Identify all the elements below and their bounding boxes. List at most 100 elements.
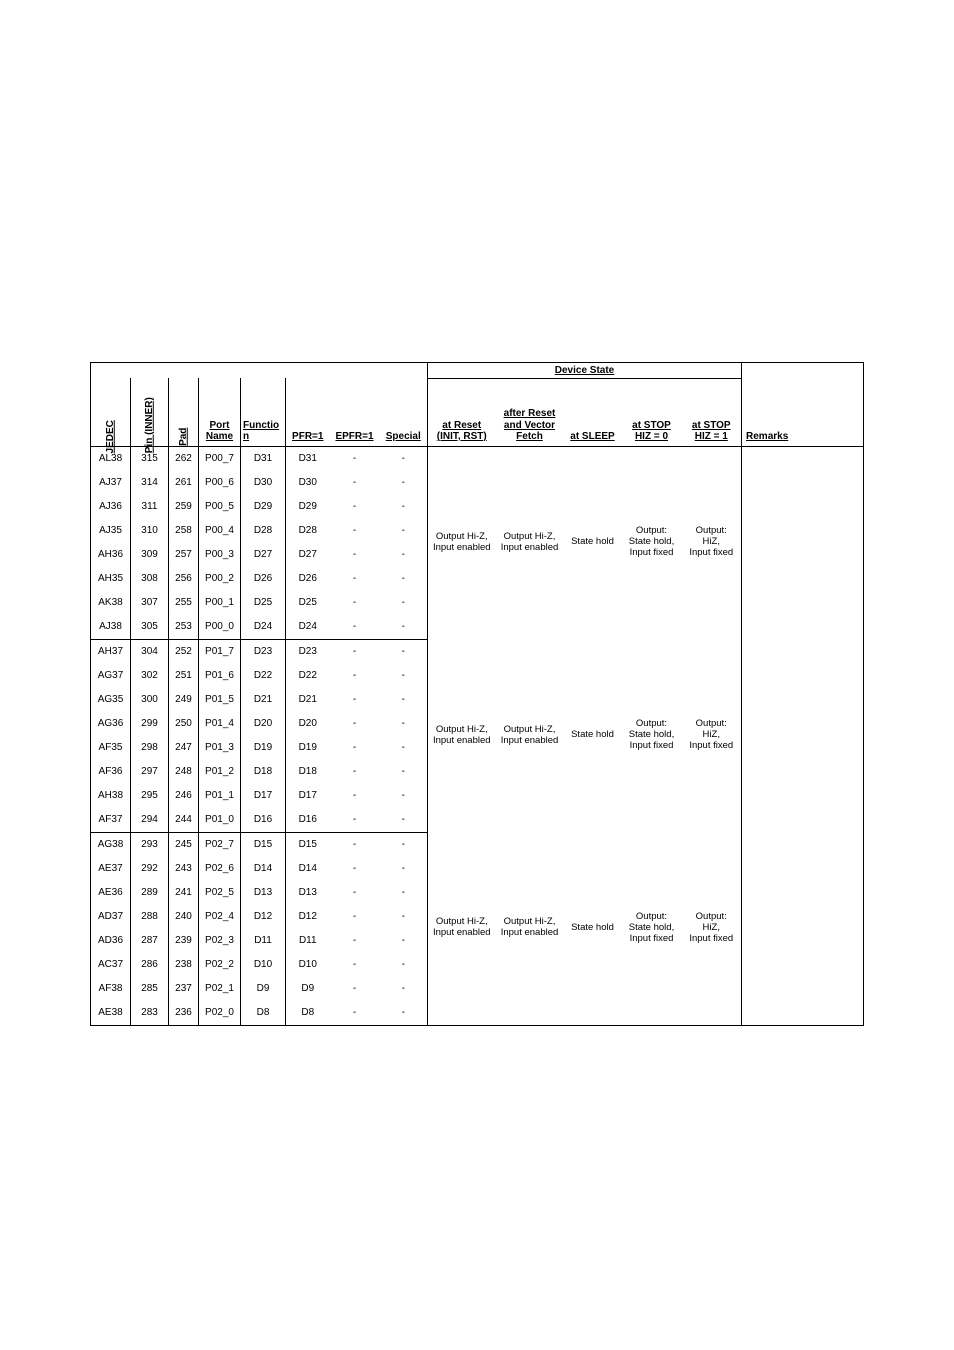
cell-pfr: D15 [286, 832, 330, 857]
cell-pad: 249 [169, 688, 199, 712]
cell-port-name: P00_3 [199, 543, 241, 567]
cell-pad: 250 [169, 712, 199, 736]
cell-after-reset: Output Hi-Z,Input enabled [496, 832, 564, 1025]
cell-pfr: D28 [286, 519, 330, 543]
cell-pin-inner: 298 [131, 736, 169, 760]
header-device-state: Device State [428, 363, 742, 379]
cell-special: - [380, 567, 428, 591]
cell-epfr: - [330, 832, 380, 857]
cell-pad: 239 [169, 929, 199, 953]
cell-epfr: - [330, 881, 380, 905]
cell-port-name: P02_6 [199, 857, 241, 881]
cell-pin-inner: 308 [131, 567, 169, 591]
cell-function: D25 [241, 591, 286, 615]
cell-special: - [380, 615, 428, 640]
cell-function: D17 [241, 784, 286, 808]
cell-pfr: D11 [286, 929, 330, 953]
cell-at-stop1: Output:HiZ,Input fixed [682, 639, 742, 832]
cell-jedec: AG37 [91, 664, 131, 688]
cell-pin-inner: 295 [131, 784, 169, 808]
cell-function: D12 [241, 905, 286, 929]
header-pin-inner: Pin (INNER) [131, 378, 169, 446]
cell-pfr: D14 [286, 857, 330, 881]
cell-epfr: - [330, 495, 380, 519]
cell-port-name: P00_5 [199, 495, 241, 519]
cell-jedec: AJ38 [91, 615, 131, 640]
table-row: AG38293245P02_7D15D15--Output Hi-Z,Input… [91, 832, 864, 857]
cell-epfr: - [330, 977, 380, 1001]
cell-epfr: - [330, 688, 380, 712]
header-special: Special [380, 378, 428, 446]
cell-special: - [380, 929, 428, 953]
cell-pin-inner: 305 [131, 615, 169, 640]
cell-jedec: AE37 [91, 857, 131, 881]
cell-port-name: P02_7 [199, 832, 241, 857]
cell-pin-inner: 285 [131, 977, 169, 1001]
cell-pin-inner: 283 [131, 1001, 169, 1026]
cell-epfr: - [330, 615, 380, 640]
cell-pad: 243 [169, 857, 199, 881]
cell-special: - [380, 712, 428, 736]
cell-epfr: - [330, 519, 380, 543]
table-row: AH37304252P01_7D23D23--Output Hi-Z,Input… [91, 639, 864, 664]
header-jedec: JEDEC [91, 378, 131, 446]
cell-jedec: AF38 [91, 977, 131, 1001]
cell-pad: 252 [169, 639, 199, 664]
cell-epfr: - [330, 953, 380, 977]
cell-pad: 240 [169, 905, 199, 929]
cell-port-name: P02_5 [199, 881, 241, 905]
cell-pfr: D13 [286, 881, 330, 905]
cell-special: - [380, 977, 428, 1001]
cell-at-sleep: State hold [564, 832, 622, 1025]
cell-at-stop1: Output:HiZ,Input fixed [682, 832, 742, 1025]
cell-at-sleep: State hold [564, 446, 622, 639]
cell-epfr: - [330, 712, 380, 736]
cell-pin-inner: 294 [131, 808, 169, 833]
cell-pfr: D27 [286, 543, 330, 567]
cell-pin-inner: 286 [131, 953, 169, 977]
cell-function: D21 [241, 688, 286, 712]
header-after-reset: after Resetand VectorFetch [496, 378, 564, 446]
cell-function: D9 [241, 977, 286, 1001]
cell-epfr: - [330, 1001, 380, 1026]
cell-function: D31 [241, 446, 286, 471]
cell-epfr: - [330, 567, 380, 591]
cell-pad: 241 [169, 881, 199, 905]
cell-jedec: AE36 [91, 881, 131, 905]
cell-special: - [380, 760, 428, 784]
cell-port-name: P01_0 [199, 808, 241, 833]
header-port-name: PortName [199, 378, 241, 446]
cell-function: D28 [241, 519, 286, 543]
cell-jedec: AG36 [91, 712, 131, 736]
cell-function: D11 [241, 929, 286, 953]
header-at-stop0: at STOPHIZ = 0 [622, 378, 682, 446]
header-pad: Pad [169, 378, 199, 446]
cell-epfr: - [330, 664, 380, 688]
cell-function: D20 [241, 712, 286, 736]
cell-port-name: P01_2 [199, 760, 241, 784]
cell-pad: 244 [169, 808, 199, 833]
cell-port-name: P01_5 [199, 688, 241, 712]
cell-epfr: - [330, 784, 380, 808]
cell-function: D24 [241, 615, 286, 640]
cell-port-name: P02_4 [199, 905, 241, 929]
cell-pad: 255 [169, 591, 199, 615]
cell-function: D15 [241, 832, 286, 857]
cell-function: D30 [241, 471, 286, 495]
pin-table: Device State JEDEC Pin (INNER) Pad PortN… [90, 362, 864, 1026]
cell-pfr: D10 [286, 953, 330, 977]
cell-port-name: P01_4 [199, 712, 241, 736]
cell-at-sleep: State hold [564, 639, 622, 832]
cell-jedec: AD37 [91, 905, 131, 929]
cell-pin-inner: 309 [131, 543, 169, 567]
cell-special: - [380, 808, 428, 833]
cell-function: D14 [241, 857, 286, 881]
cell-function: D8 [241, 1001, 286, 1026]
cell-port-name: P00_7 [199, 446, 241, 471]
cell-at-reset: Output Hi-Z,Input enabled [428, 446, 496, 639]
cell-pin-inner: 302 [131, 664, 169, 688]
table-body: AL38315262P00_7D31D31--Output Hi-Z,Input… [91, 446, 864, 1025]
cell-special: - [380, 688, 428, 712]
cell-after-reset: Output Hi-Z,Input enabled [496, 639, 564, 832]
cell-special: - [380, 446, 428, 471]
